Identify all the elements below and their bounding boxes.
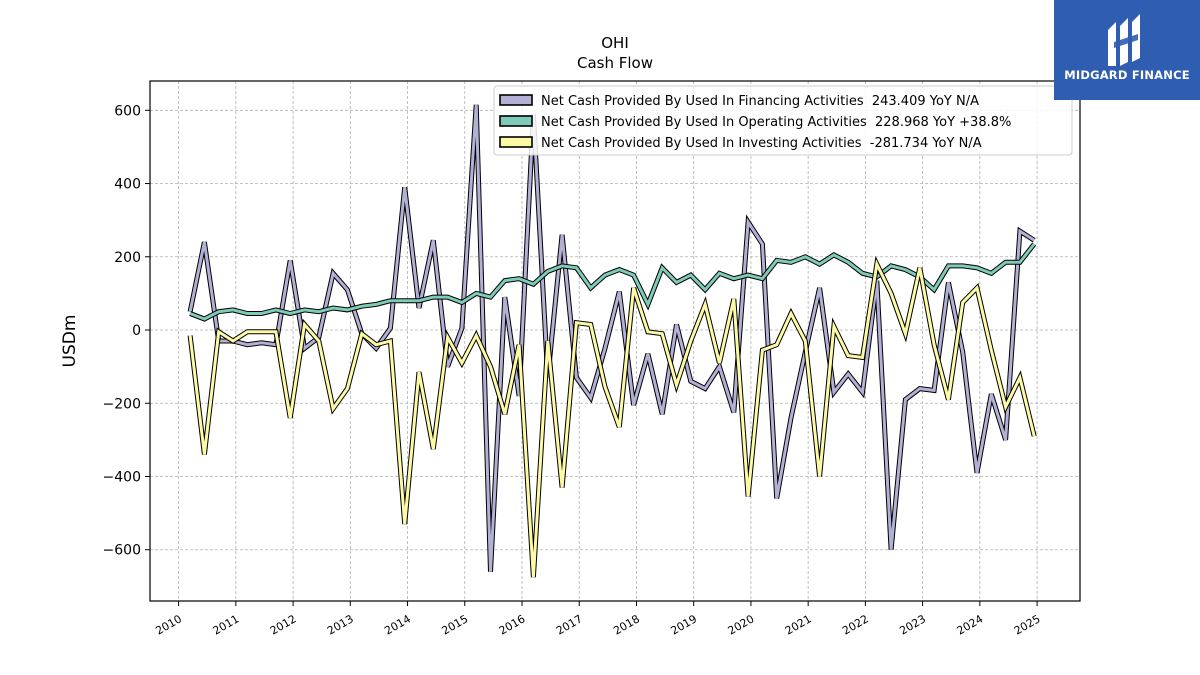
chart-title: OHI xyxy=(601,34,629,52)
series-line-2 xyxy=(188,259,1036,578)
legend-label-0: Net Cash Provided By Used In Financing A… xyxy=(541,94,979,109)
legend-label-2: Net Cash Provided By Used In Investing A… xyxy=(541,136,982,151)
logo-mark-icon xyxy=(1108,14,1140,66)
y-tick-label: 200 xyxy=(114,250,141,266)
y-tick-label: −200 xyxy=(103,396,141,412)
series-line-0 xyxy=(188,104,1036,572)
series-line-1 xyxy=(189,243,1036,321)
y-axis-label: USDm xyxy=(60,315,80,368)
plot-area-frame xyxy=(149,80,1081,602)
y-tick-label: −600 xyxy=(103,543,141,559)
legend-swatch-0 xyxy=(499,94,533,106)
y-tick-label: 600 xyxy=(114,103,141,119)
y-tick-label: −400 xyxy=(103,469,141,485)
series-layer xyxy=(187,104,1037,578)
y-tick-label: 0 xyxy=(132,323,141,339)
legend-swatch-2 xyxy=(499,136,533,148)
legend-box xyxy=(493,85,1073,156)
legend-swatch-1 xyxy=(499,115,533,127)
legend: Net Cash Provided By Used In Financing A… xyxy=(493,85,1073,156)
logo-text: MIDGARD FINANCE xyxy=(1064,68,1190,82)
legend-label-1: Net Cash Provided By Used In Operating A… xyxy=(541,115,1011,130)
y-tick-label: 400 xyxy=(114,177,141,193)
midgard-finance-logo: MIDGARD FINANCE xyxy=(1054,0,1200,100)
chart-subtitle: Cash Flow xyxy=(577,54,653,72)
